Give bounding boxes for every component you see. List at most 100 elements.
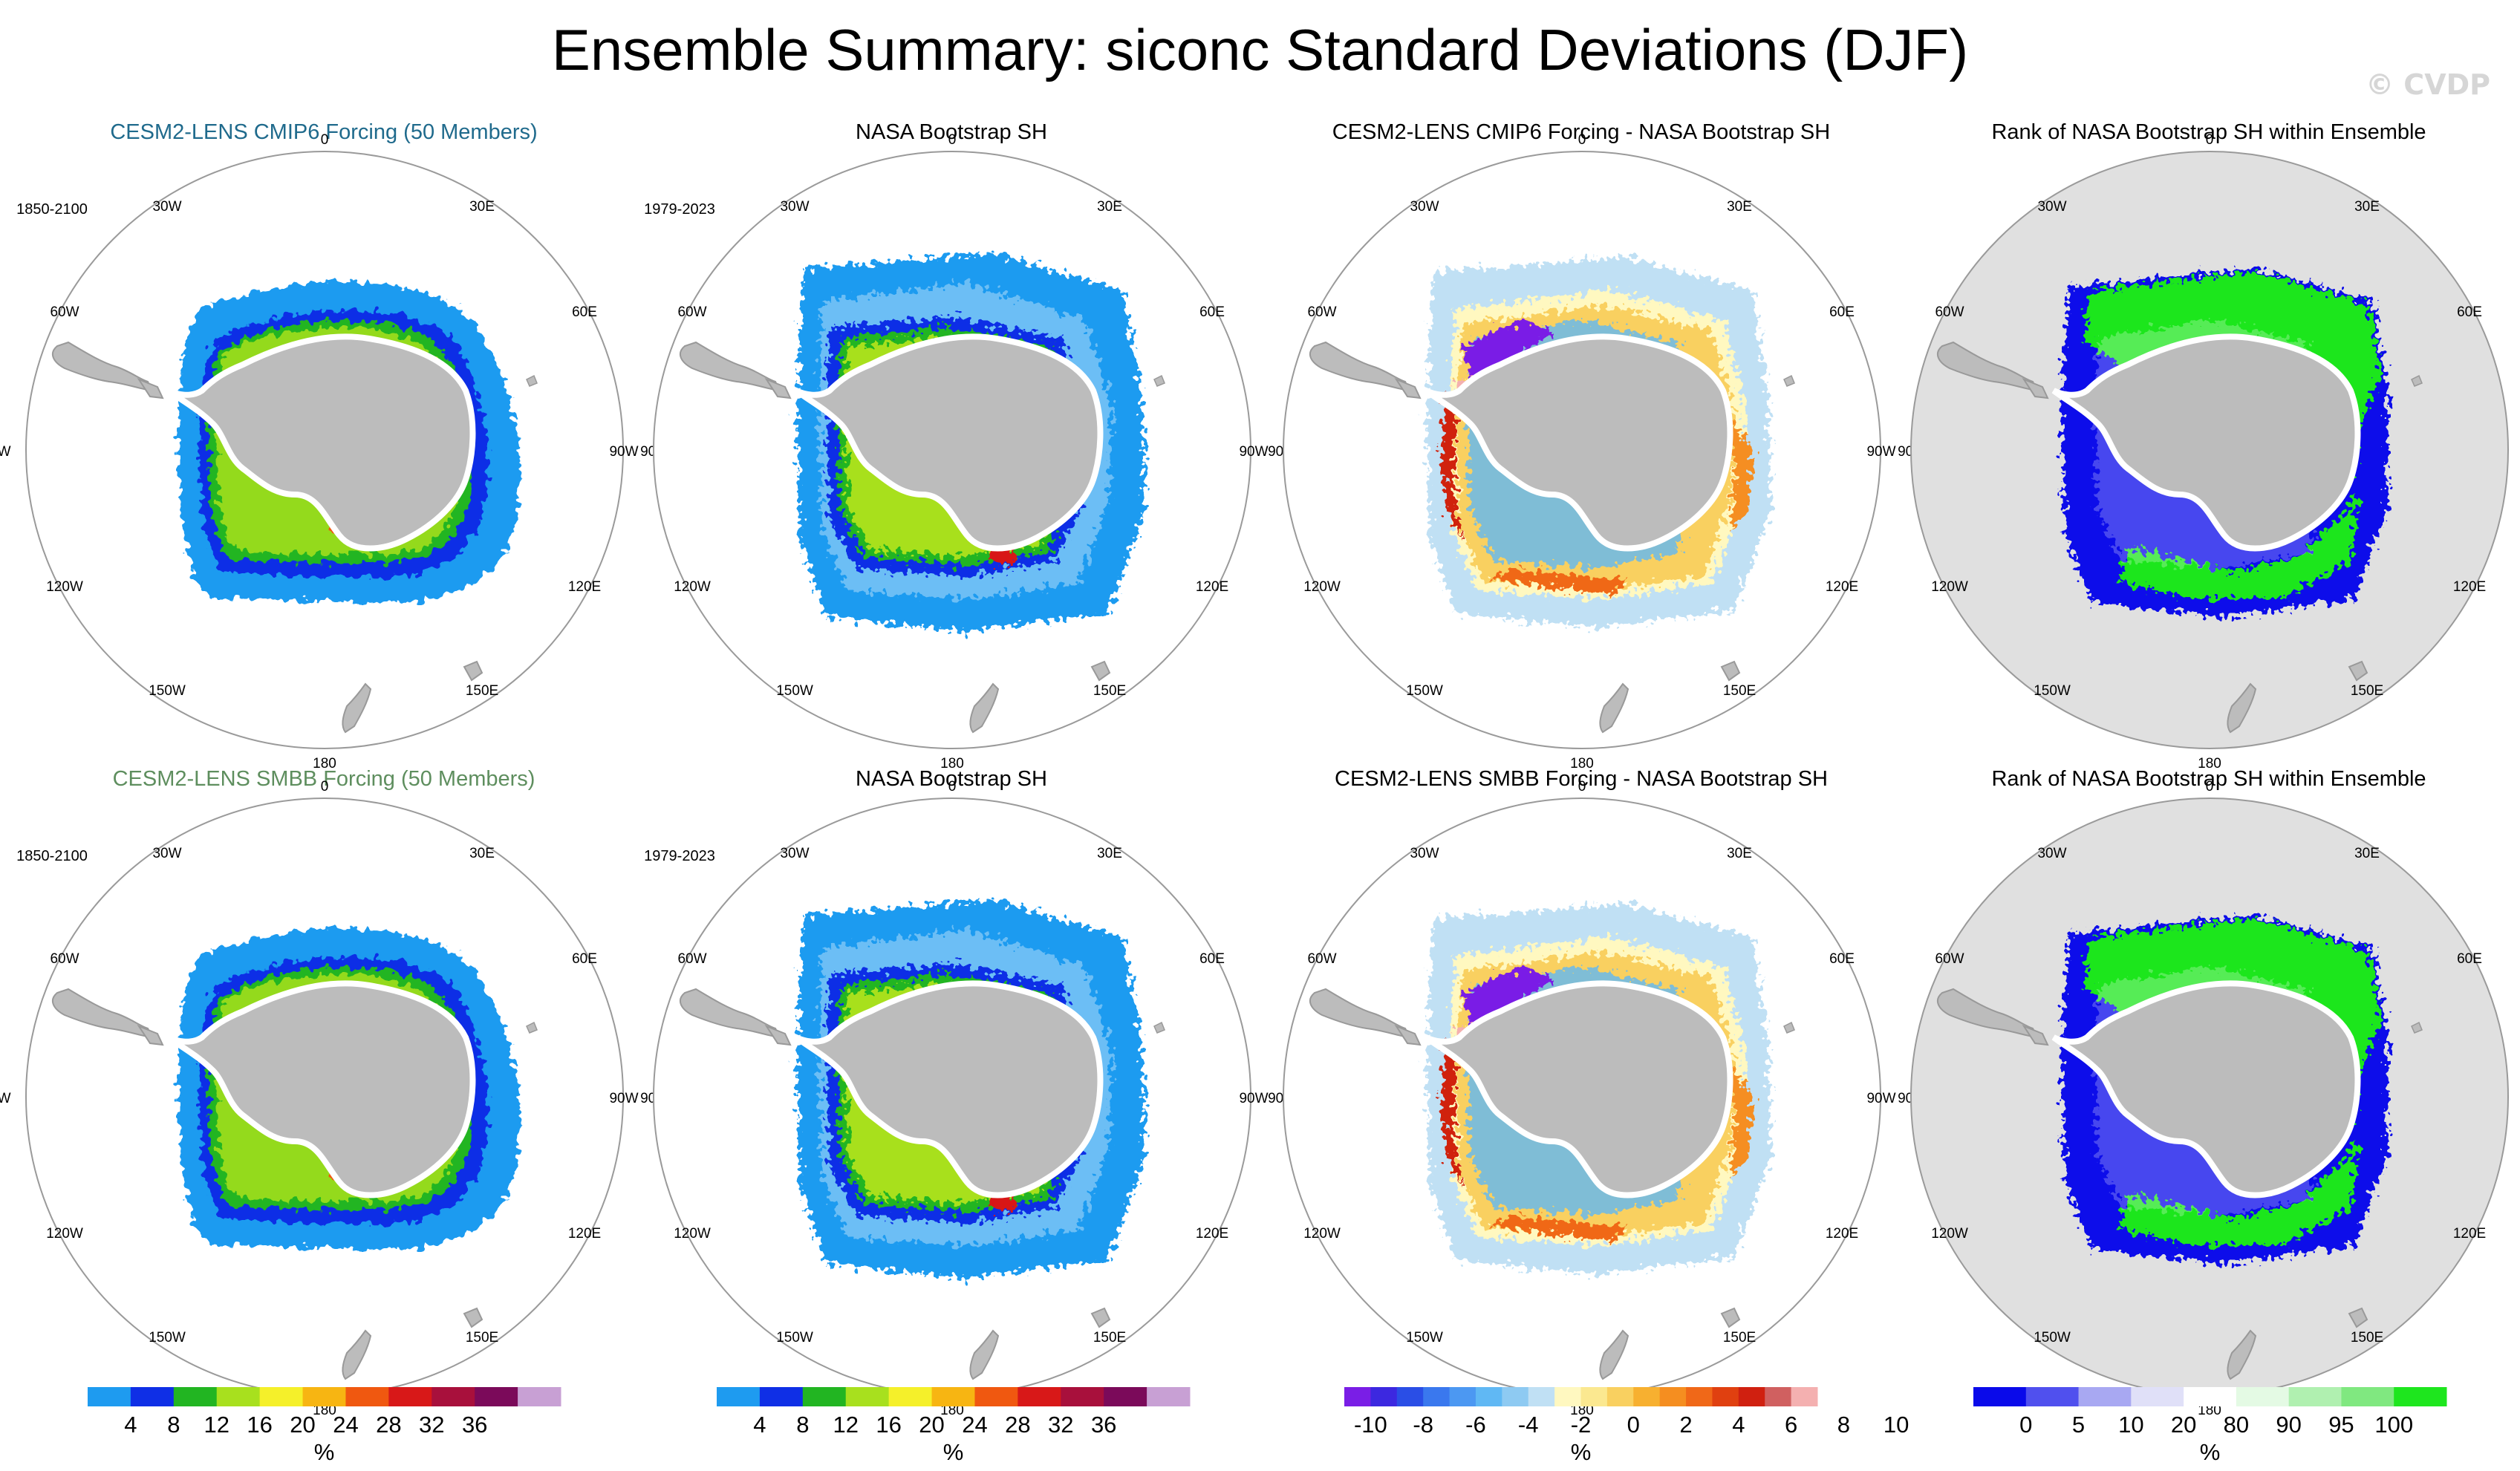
colorbar-unit: % <box>1571 1439 1592 1465</box>
tasmania-landmass <box>1090 1307 1111 1328</box>
colorbar-swatch <box>1528 1387 1555 1406</box>
lon-label-lower_left: 150W <box>2034 1330 2071 1346</box>
lon-label-upper_right: 30E <box>2354 199 2380 215</box>
kerguelen-island <box>2411 374 2423 387</box>
new-zealand-landmass <box>342 1329 372 1380</box>
lon-label-upper_left: 30W <box>2037 199 2066 215</box>
colorbar-swatch <box>1633 1387 1661 1406</box>
colorbar-rank: 0 5 10 20 80 90 95 100% <box>1973 1387 2447 1465</box>
colorbar-tick-label: 10 <box>2118 1412 2143 1438</box>
new-zealand-landmass <box>2227 1329 2257 1380</box>
lon-label-upper_left: 30W <box>152 199 181 215</box>
colorbar-swatch <box>259 1387 304 1406</box>
colorbar-swatch <box>1738 1387 1765 1406</box>
lon-label-upper_right_mid: 60E <box>1829 304 1855 320</box>
lon-label-upper_left: 30W <box>1410 846 1439 861</box>
lon-label-upper_left: 30W <box>2037 846 2066 861</box>
lon-label-lower_right: 150E <box>2351 1330 2383 1346</box>
lon-label-top: 0 <box>2206 779 2214 795</box>
colorbar-swatch <box>1659 1387 1687 1406</box>
south-america-landmass <box>51 988 154 1039</box>
lon-label-lower_right_mid: 120E <box>568 1226 601 1242</box>
new-zealand-landmass <box>342 682 372 734</box>
new-zealand-landmass <box>1599 682 1629 734</box>
colorbar-swatch <box>717 1387 761 1406</box>
colorbar-swatch <box>1061 1387 1104 1406</box>
lon-label-upper_right: 30E <box>1097 199 1122 215</box>
lon-label-left: 90W <box>609 1091 638 1106</box>
colorbar-swatch <box>1104 1387 1147 1406</box>
falkland-islands <box>137 1024 164 1046</box>
lon-label-left: 90W <box>0 1091 11 1106</box>
lon-label-upper_right_mid: 60E <box>2457 304 2482 320</box>
new-zealand-landmass <box>969 682 1000 734</box>
panel-title-r2c4: Rank of NASA Bootstrap SH within Ensembl… <box>1991 767 2426 791</box>
colorbar-swatch <box>1344 1387 1371 1406</box>
lon-label-upper_left: 30W <box>780 199 809 215</box>
colorbar-tick-label: 6 <box>1785 1412 1797 1438</box>
lon-label-upper_left: 30W <box>1410 199 1439 215</box>
lon-label-lower_right_mid: 120E <box>1826 579 1858 595</box>
colorbar-swatch <box>2184 1387 2237 1406</box>
kerguelen-island <box>1153 374 1165 387</box>
lon-label-lower_left: 150W <box>776 1330 813 1346</box>
colorbar-swatch <box>802 1387 847 1406</box>
lon-label-bottom: 180 <box>940 1403 964 1418</box>
lon-label-lower_right: 150E <box>2351 683 2383 699</box>
lon-label-upper_right: 30E <box>1097 846 1122 861</box>
colorbar-tick-label: 8 <box>167 1412 180 1438</box>
panel-title-r1c4: Rank of NASA Bootstrap SH within Ensembl… <box>1991 120 2426 144</box>
colorbar-tick-label: 16 <box>876 1412 901 1438</box>
map-boundary <box>653 151 1251 749</box>
colorbar-tick-label: 28 <box>376 1412 401 1438</box>
lon-label-lower_left: 150W <box>149 1330 186 1346</box>
south-america-landmass <box>1936 341 2039 392</box>
falkland-islands <box>137 377 164 399</box>
kerguelen-island <box>1783 1021 1795 1034</box>
lon-label-bottom: 180 <box>2198 756 2221 772</box>
colorbar-swatch <box>1580 1387 1608 1406</box>
colorbar-swatch <box>888 1387 933 1406</box>
colorbar-tick-label: 28 <box>1005 1412 1030 1438</box>
colorbar-stddev-2: 4 8 12 16 20 24 28 32 36% <box>717 1387 1191 1465</box>
lon-label-upper_left_mid: 60W <box>677 951 706 967</box>
colorbar-tick-label: 24 <box>333 1412 358 1438</box>
lon-label-lower_right_mid: 120E <box>568 579 601 595</box>
falkland-islands <box>2022 377 2049 399</box>
colorbar-swatch <box>1423 1387 1451 1406</box>
colorbar-unit: % <box>314 1439 335 1465</box>
colorbar-tick-label: -10 <box>1354 1412 1387 1438</box>
colorbar-tick-label: 32 <box>419 1412 444 1438</box>
tasmania-landmass <box>1720 1307 1741 1328</box>
colorbar-tick-label: 95 <box>2328 1412 2354 1438</box>
lon-label-upper_right: 30E <box>2354 846 2380 861</box>
lon-label-lower_left: 150W <box>1406 1330 1443 1346</box>
colorbar-swatch <box>1502 1387 1529 1406</box>
colorbar-swatch <box>173 1387 218 1406</box>
lon-label-bottom: 180 <box>313 756 336 772</box>
lon-label-bottom: 180 <box>1570 756 1594 772</box>
lon-label-lower_left_mid: 120W <box>1303 579 1341 595</box>
falkland-islands <box>1394 1024 1422 1046</box>
colorbar-swatch <box>974 1387 1018 1406</box>
colorbar-tick-label: -2 <box>1571 1412 1592 1438</box>
lon-label-lower_right: 150E <box>466 683 498 699</box>
colorbar-swatch <box>1686 1387 1713 1406</box>
lon-label-upper_right: 30E <box>1727 846 1752 861</box>
lon-label-left: 90W <box>1239 444 1268 460</box>
colorbar-swatch <box>2341 1387 2394 1406</box>
colorbar-swatch <box>1475 1387 1502 1406</box>
colorbar-tick-label: 20 <box>2171 1412 2196 1438</box>
falkland-islands <box>1394 377 1422 399</box>
colorbar-swatch <box>2078 1387 2132 1406</box>
colorbar-swatch <box>475 1387 518 1406</box>
south-america-landmass <box>679 341 781 392</box>
lon-label-upper_right_mid: 60E <box>2457 951 2482 967</box>
colorbar-swatch <box>1791 1387 1818 1406</box>
lon-label-lower_right_mid: 120E <box>2453 579 2486 595</box>
lon-label-top: 0 <box>948 132 957 148</box>
lon-label-upper_left_mid: 60W <box>677 304 706 320</box>
colorbar-swatch <box>432 1387 475 1406</box>
lon-label-left: 90W <box>609 444 638 460</box>
